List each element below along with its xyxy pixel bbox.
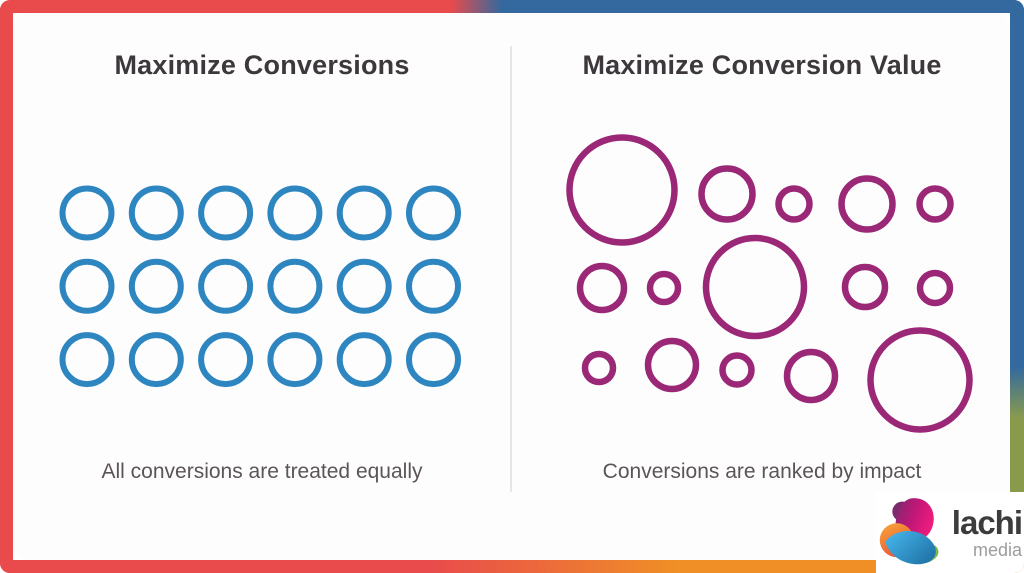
- frame-top-gradient: [0, 0, 1024, 13]
- logo-name: lachi: [951, 504, 1023, 541]
- lachi-media-logo: lachi media: [876, 492, 1024, 573]
- lachi-logo-mark-icon: [879, 497, 939, 564]
- right-title: Maximize Conversion Value: [582, 50, 942, 80]
- left-title: Maximize Conversions: [114, 50, 410, 80]
- frame-right-gradient: [1010, 0, 1024, 573]
- left-caption: All conversions are treated equally: [101, 460, 423, 483]
- lachi-logo-text: lachi media: [948, 504, 1023, 560]
- vertical-divider: [510, 46, 512, 492]
- frame-left-gradient: [0, 0, 13, 573]
- right-caption: Conversions are ranked by impact: [602, 460, 922, 483]
- frame-bottom-gradient: [0, 560, 1024, 573]
- logo-subtitle: media: [972, 540, 1022, 560]
